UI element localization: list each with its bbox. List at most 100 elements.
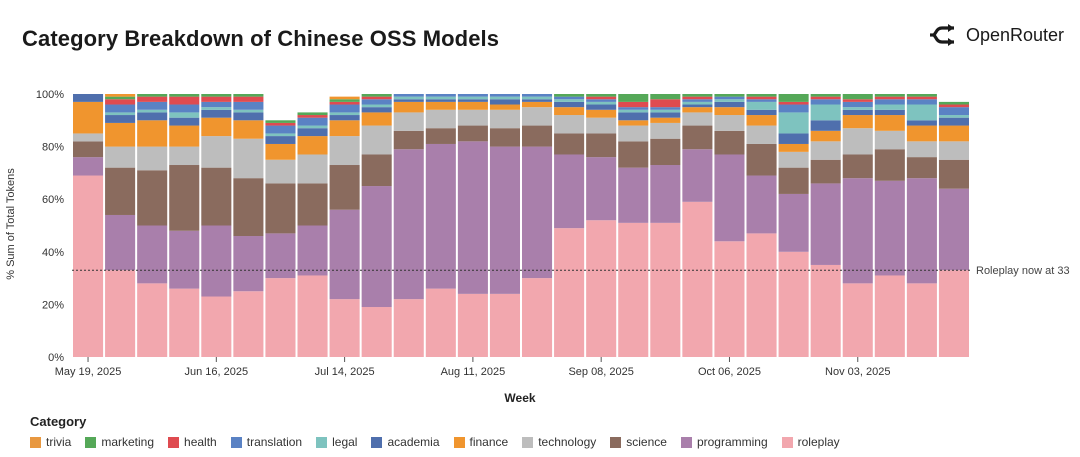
- bar-segment-finance: [105, 122, 136, 147]
- bar-segment-legal: [137, 109, 168, 113]
- bar-segment-roleplay: [329, 299, 360, 357]
- bar-segment-academia: [810, 120, 841, 131]
- bar-segment-roleplay: [938, 270, 969, 357]
- bar-segment-translation: [906, 99, 937, 105]
- legend-item-finance: finance: [453, 435, 508, 449]
- bar-segment-translation: [746, 99, 777, 102]
- bar-segment-roleplay: [489, 293, 520, 357]
- bar-segment-technology: [842, 128, 873, 155]
- bar-segment-academia: [554, 101, 585, 108]
- bar-segment-roleplay: [746, 233, 777, 357]
- bar-segment-academia: [842, 109, 873, 116]
- bar-segment-technology: [682, 112, 713, 126]
- bar-segment-legal: [425, 96, 456, 100]
- legend-swatch: [680, 436, 692, 448]
- bar-segment-legal: [201, 107, 232, 110]
- chart-title: Category Breakdown of Chinese OSS Models: [22, 26, 500, 51]
- legend-swatch: [230, 436, 242, 448]
- bar-segment-technology: [201, 136, 232, 168]
- bar-segment-finance: [457, 101, 488, 110]
- bar-segment-legal: [650, 109, 681, 113]
- bar-segment-health: [650, 99, 681, 108]
- bar-segment-academia: [906, 120, 937, 126]
- bar-segment-trivia: [105, 94, 136, 97]
- bar-segment-finance: [265, 143, 296, 160]
- bar-segment-health: [746, 96, 777, 100]
- bar-segment-programming: [618, 167, 649, 223]
- bar-segment-translation: [586, 99, 617, 102]
- x-tick-label: Jul 14, 2025: [315, 366, 375, 378]
- legend-item-translation: translation: [230, 435, 302, 449]
- y-tick-label: 100%: [36, 89, 64, 101]
- bar-segment-health: [874, 96, 905, 100]
- bar-segment-academia: [297, 128, 328, 137]
- bar-segment-health: [137, 96, 168, 102]
- bar-segment-translation: [105, 104, 136, 113]
- bar-segment-technology: [105, 146, 136, 168]
- bar-segment-programming: [874, 180, 905, 276]
- bar-segment-translation: [137, 101, 168, 110]
- bar-segment-academia: [618, 112, 649, 121]
- bar-segment-marketing: [201, 94, 232, 97]
- bar-segment-health: [361, 96, 392, 100]
- bar-segment-translation: [329, 104, 360, 113]
- bar-segment-health: [842, 99, 873, 102]
- bar-segment-roleplay: [778, 251, 809, 357]
- bar-segment-science: [105, 167, 136, 215]
- bar-segment-science: [746, 143, 777, 176]
- bar-segment-programming: [297, 225, 328, 276]
- bar-segment-finance: [522, 101, 553, 108]
- x-tick-label: Sep 08, 2025: [568, 366, 633, 378]
- bar-segment-science: [265, 183, 296, 234]
- bar-segment-legal: [906, 104, 937, 121]
- bar-segment-legal: [778, 112, 809, 134]
- bar-segment-finance: [201, 117, 232, 137]
- bar-segment-finance: [618, 120, 649, 126]
- bar-segment-marketing: [938, 101, 969, 105]
- legend-label: health: [184, 435, 217, 449]
- bar-segment-science: [778, 167, 809, 194]
- bar-segment-roleplay: [522, 278, 553, 357]
- bar-segment-science: [393, 130, 424, 150]
- legend-label: science: [626, 435, 667, 449]
- bar-segment-academia: [938, 117, 969, 126]
- bar-segment-marketing: [874, 94, 905, 97]
- bar-segment-legal: [682, 101, 713, 105]
- bar-segment-translation: [714, 96, 745, 100]
- legend-item-trivia: trivia: [30, 435, 71, 449]
- bar-segment-finance: [586, 109, 617, 118]
- bar-segment-technology: [906, 141, 937, 158]
- bar-segment-translation: [489, 94, 520, 97]
- bar-segment-health: [233, 96, 264, 102]
- bar-segment-technology: [329, 136, 360, 166]
- bar-segment-marketing: [746, 94, 777, 97]
- legend-swatch: [610, 436, 622, 448]
- legend-swatch: [30, 436, 41, 448]
- legend-swatch: [371, 436, 383, 448]
- bar-segment-programming: [714, 154, 745, 242]
- bar-segment-programming: [650, 165, 681, 223]
- bar-segment-health: [201, 96, 232, 102]
- legend-label: academia: [387, 435, 440, 449]
- bar-segment-science: [73, 141, 104, 158]
- bar-segment-translation: [650, 107, 681, 110]
- bar-segment-roleplay: [457, 293, 488, 357]
- bar-segment-programming: [682, 149, 713, 202]
- y-axis-label-group: % Sum of Total Tokens: [5, 168, 17, 280]
- bar-segment-programming: [425, 143, 456, 289]
- bar-segment-programming: [393, 149, 424, 300]
- bar-segment-technology: [746, 125, 777, 144]
- bar-segment-academia: [682, 104, 713, 108]
- y-tick-label: 40%: [42, 247, 64, 259]
- reference-line-label: Roleplay now at 33: [976, 265, 1070, 277]
- bar-segment-roleplay: [361, 307, 392, 357]
- x-tick-label: Jun 16, 2025: [185, 366, 249, 378]
- legend-item-science: science: [610, 435, 667, 449]
- bar-segment-finance: [906, 125, 937, 142]
- openrouter-brand[interactable]: OpenRouter: [928, 24, 1064, 46]
- bar-segment-health: [265, 122, 296, 126]
- legend-item-technology: technology: [522, 435, 596, 449]
- bar-segment-science: [457, 125, 488, 142]
- legend-swatch: [522, 436, 534, 448]
- bar-segment-technology: [393, 112, 424, 131]
